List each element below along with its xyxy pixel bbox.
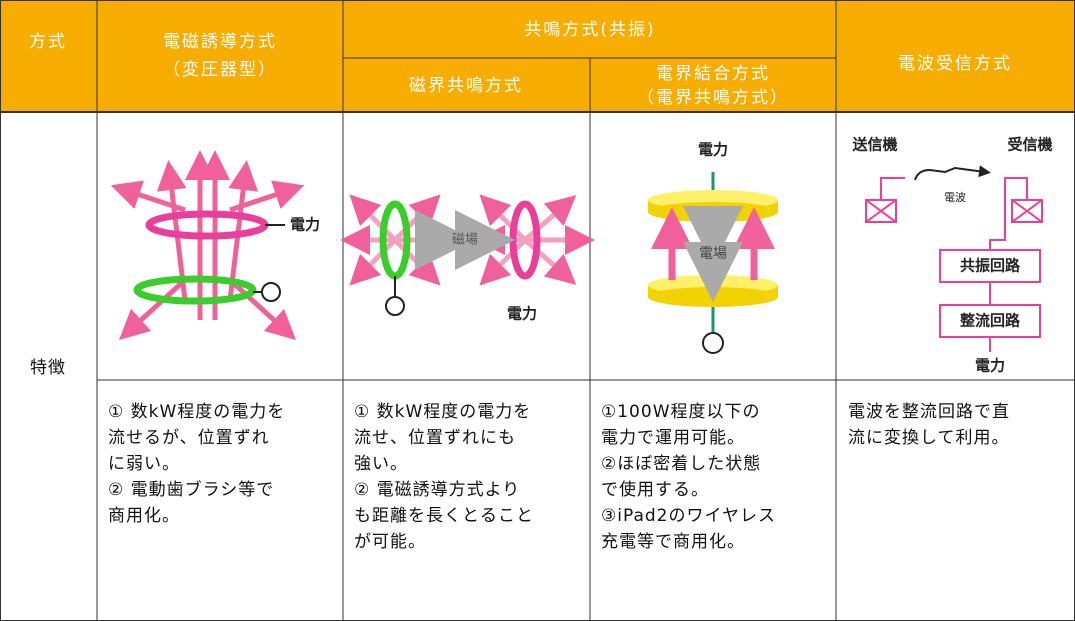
figure-label: 磁場	[452, 233, 478, 248]
figure-label: 電力	[975, 357, 1005, 375]
description-line: 電力で運用可能。	[601, 428, 745, 448]
description-line: が可能。	[354, 532, 426, 552]
description-line: ① 数kW程度の電力を	[354, 402, 531, 422]
description-line: 商用化。	[108, 506, 180, 526]
description-line: ②ほぼ密着した状態	[601, 454, 761, 474]
figure-magnetic-resonance	[340, 194, 595, 316]
description-line: ① 数kW程度の電力を	[108, 402, 285, 422]
header-cell: （変圧器型）	[163, 60, 277, 80]
figure-label: 電波	[944, 191, 966, 204]
header-cell: 電磁誘導方式	[163, 32, 277, 52]
description-line: 流せるが、位置ずれ	[108, 428, 270, 448]
figure-radio	[865, 165, 1043, 352]
figure-electric-coupling	[648, 172, 778, 354]
figure-label: 共振回路	[960, 257, 1021, 275]
figure-label: 受信機	[1007, 136, 1052, 154]
header-cell: 方式	[29, 32, 67, 52]
figure-label: 電力	[698, 141, 728, 159]
figure-label: 電場	[699, 246, 727, 262]
description-line: ③iPad2のワイヤレス	[601, 506, 776, 526]
description-line: ② 電動歯ブラシ等で	[108, 479, 274, 500]
description-line: に弱い。	[108, 454, 180, 474]
header-bg	[0, 0, 1075, 112]
header-cell: 電波受信方式	[898, 54, 1012, 74]
row-label: 特徴	[30, 358, 66, 378]
description-line: で使用する。	[601, 479, 709, 500]
header-cell: 電界結合方式	[656, 64, 770, 84]
figure-induction	[110, 150, 305, 341]
description-line: 電波を整流回路で直	[848, 402, 1010, 422]
description-line: 充電等で商用化。	[601, 532, 745, 552]
description-line: ①100W程度以下の	[601, 402, 761, 422]
description-line: ② 電磁誘導方式より	[354, 480, 520, 500]
description-line: 強い。	[354, 454, 408, 474]
figure-label: 電力	[290, 216, 320, 234]
description-line: 流に変換して利用。	[848, 428, 1010, 448]
header-cell: 磁界共鳴方式	[409, 76, 523, 96]
figure-label: 送信機	[851, 136, 897, 154]
description-line: も距離を長くとること	[354, 506, 534, 526]
figure-label: 整流回路	[960, 312, 1021, 330]
header-cell: （電界共鳴方式）	[637, 88, 789, 108]
header-cell: 共鳴方式(共振)	[524, 20, 655, 40]
figure-label: 電力	[507, 305, 537, 323]
description-line: 流せ、位置ずれにも	[354, 428, 516, 448]
